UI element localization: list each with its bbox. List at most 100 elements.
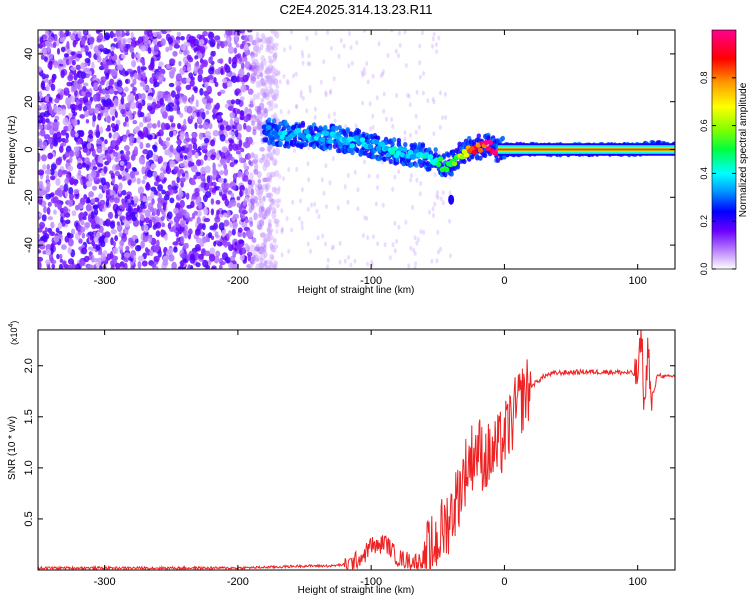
noise-speckle bbox=[120, 155, 125, 162]
faint-speckle bbox=[441, 115, 445, 121]
noise-speckle bbox=[112, 247, 119, 255]
trace-halo bbox=[455, 164, 461, 170]
noise-speckle bbox=[119, 160, 125, 166]
noise-speckle bbox=[183, 230, 189, 239]
noise-speckle bbox=[84, 110, 90, 118]
faint-speckle bbox=[299, 93, 303, 99]
noise-speckle bbox=[101, 141, 106, 148]
noise-speckle bbox=[193, 210, 198, 216]
noise-speckle bbox=[112, 139, 116, 147]
snr-multiplier-close: ) bbox=[9, 321, 19, 324]
trace-point bbox=[451, 161, 458, 167]
noise-speckle bbox=[79, 130, 84, 138]
noise-speckle bbox=[177, 81, 182, 86]
noise-speckle bbox=[124, 222, 130, 227]
trace-halo bbox=[420, 142, 426, 148]
noise-speckle bbox=[224, 198, 229, 207]
noise-speckle bbox=[173, 104, 178, 111]
trace-point bbox=[391, 146, 398, 152]
noise-speckle bbox=[180, 36, 185, 41]
noise-speckle bbox=[38, 119, 43, 124]
noise-speckle bbox=[228, 105, 234, 112]
noise-speckle bbox=[80, 62, 86, 70]
noise-speckle bbox=[124, 195, 128, 203]
noise-speckle bbox=[145, 161, 150, 167]
noise-speckle bbox=[186, 54, 192, 61]
noise-speckle bbox=[199, 39, 205, 45]
noise-speckle bbox=[146, 116, 151, 123]
noise-speckle bbox=[140, 202, 145, 209]
noise-speckle bbox=[67, 258, 75, 265]
y-tick-label: 1.0 bbox=[23, 460, 35, 475]
noise-speckle bbox=[263, 159, 270, 168]
noise-speckle bbox=[202, 223, 206, 231]
faint-speckle bbox=[282, 176, 285, 182]
noise-speckle bbox=[117, 87, 123, 93]
faint-speckle bbox=[300, 187, 304, 193]
noise-speckle bbox=[130, 240, 137, 247]
noise-speckle bbox=[233, 159, 239, 164]
noise-speckle bbox=[244, 243, 249, 251]
noise-speckle bbox=[118, 245, 124, 250]
faint-speckle bbox=[414, 113, 418, 119]
noise-speckle bbox=[169, 144, 174, 153]
noise-speckle bbox=[49, 175, 56, 180]
faint-speckle bbox=[409, 177, 413, 183]
noise-speckle bbox=[244, 61, 251, 69]
noise-speckle bbox=[67, 74, 74, 82]
noise-speckle bbox=[104, 32, 111, 40]
noise-speckle bbox=[71, 228, 76, 235]
noise-speckle bbox=[158, 61, 164, 67]
noise-speckle bbox=[60, 129, 67, 136]
faint-speckle bbox=[397, 30, 401, 36]
trace-halo bbox=[457, 141, 462, 147]
noise-speckle bbox=[240, 62, 245, 70]
trace-point bbox=[471, 149, 478, 155]
noise-speckle bbox=[42, 250, 47, 255]
faint-speckle bbox=[347, 254, 351, 260]
noise-speckle bbox=[175, 212, 182, 218]
noise-speckle bbox=[186, 105, 193, 114]
noise-speckle bbox=[92, 185, 97, 191]
noise-speckle bbox=[92, 114, 97, 122]
faint-speckle bbox=[301, 60, 305, 66]
noise-speckle bbox=[260, 206, 265, 212]
noise-speckle bbox=[170, 122, 176, 128]
noise-speckle bbox=[148, 64, 155, 71]
noise-speckle bbox=[144, 209, 151, 218]
noise-speckle bbox=[250, 188, 254, 196]
noise-speckle bbox=[239, 43, 244, 50]
noise-speckle bbox=[139, 213, 145, 221]
noise-speckle bbox=[250, 54, 255, 62]
noise-speckle bbox=[114, 156, 120, 163]
noise-speckle bbox=[258, 212, 263, 217]
noise-speckle bbox=[134, 93, 139, 102]
faint-speckle bbox=[310, 202, 313, 208]
noise-speckle bbox=[118, 64, 124, 71]
noise-speckle bbox=[183, 50, 188, 56]
noise-speckle bbox=[70, 66, 77, 71]
noise-speckle bbox=[192, 142, 198, 151]
noise-speckle bbox=[142, 126, 149, 134]
noise-speckle bbox=[210, 181, 217, 186]
noise-speckle bbox=[38, 256, 43, 262]
noise-speckle bbox=[259, 130, 264, 137]
faint-speckle bbox=[381, 71, 385, 77]
noise-speckle bbox=[130, 101, 137, 110]
noise-speckle bbox=[41, 214, 47, 222]
trace-halo bbox=[396, 137, 402, 144]
faint-speckle bbox=[306, 241, 310, 247]
noise-speckle bbox=[252, 129, 257, 136]
noise-speckle bbox=[208, 232, 213, 239]
faint-speckle bbox=[388, 255, 392, 261]
noise-speckle bbox=[117, 211, 122, 216]
faint-speckle bbox=[439, 90, 442, 96]
noise-speckle bbox=[208, 56, 213, 64]
noise-speckle bbox=[198, 124, 204, 129]
noise-speckle bbox=[237, 239, 244, 244]
noise-speckle bbox=[242, 247, 246, 255]
faint-speckle bbox=[432, 31, 436, 37]
noise-speckle bbox=[89, 108, 94, 114]
noise-speckle bbox=[273, 42, 279, 47]
